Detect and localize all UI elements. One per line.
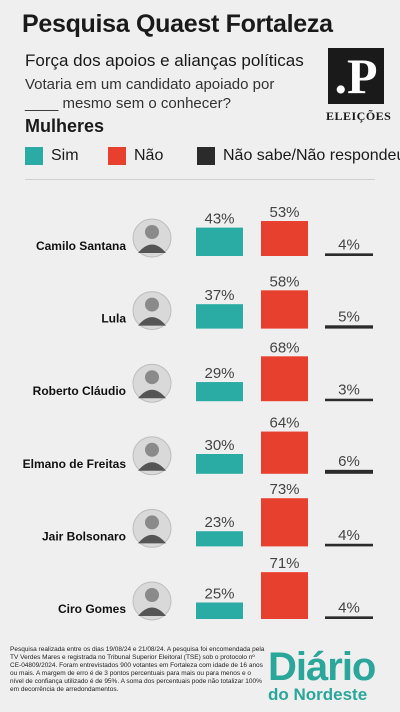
candidate-name-ciro-gomes: Ciro Gomes	[58, 602, 126, 616]
eleicoes-logo: .P ELEIÇÕES	[326, 48, 392, 124]
brand-logo: Diário do Nordeste	[268, 645, 393, 704]
candidate-photo-ciro-gomes	[132, 581, 172, 621]
value-label-lula-2: 5%	[338, 308, 360, 325]
bar-jair-bolsonaro-1	[261, 498, 308, 547]
value-label-camilo-santana-1: 53%	[269, 204, 299, 221]
value-label-jair-bolsonaro-0: 23%	[204, 514, 234, 531]
brand-line-2: do Nordeste	[268, 685, 368, 704]
value-label-elmano-de-freitas-2: 6%	[338, 453, 360, 470]
page-subtitle: Força dos apoios e alianças políticas	[25, 51, 304, 70]
segment-label: Mulheres	[25, 116, 105, 136]
candidate-photo-lula	[132, 291, 172, 331]
candidate-name-roberto-claudio: Roberto Cláudio	[33, 384, 126, 398]
legend-item-sim: Sim	[25, 147, 79, 165]
legend-item-nsnr: Não sabe/Não respondeu	[197, 147, 400, 165]
bar-lula-2	[325, 325, 373, 329]
bar-ciro-gomes-0	[196, 602, 243, 619]
candidate-name-camilo-santana: Camilo Santana	[36, 239, 126, 253]
value-label-lula-1: 58%	[269, 273, 299, 290]
candidate-name-jair-bolsonaro: Jair Bolsonaro	[42, 529, 126, 543]
candidate-photo-elmano-de-freitas	[132, 436, 172, 476]
candidate-photo-camilo-santana	[132, 218, 172, 258]
candidate-name-lula: Lula	[101, 312, 126, 326]
value-label-ciro-gomes-0: 25%	[204, 586, 234, 603]
bar-jair-bolsonaro-0	[196, 531, 243, 547]
footnote: Pesquisa realizada entre os dias 19/08/2…	[10, 646, 265, 693]
bar-roberto-claudio-1	[261, 356, 308, 402]
value-label-ciro-gomes-2: 4%	[338, 599, 360, 616]
bar-elmano-de-freitas-2	[325, 469, 373, 474]
bar-roberto-claudio-0	[196, 382, 243, 402]
bar-ciro-gomes-1	[261, 572, 308, 619]
logo-letter: .P	[334, 48, 378, 104]
legend-label-sim: Sim	[51, 147, 79, 164]
legend: Sim Não Não sabe/Não respondeu	[25, 147, 400, 169]
bar-roberto-claudio-2	[325, 398, 373, 402]
candidate-photo-jair-bolsonaro	[132, 508, 172, 548]
value-label-elmano-de-freitas-1: 64%	[269, 415, 299, 432]
value-label-roberto-claudio-1: 68%	[269, 339, 299, 356]
value-label-jair-bolsonaro-1: 73%	[269, 481, 299, 498]
divider	[25, 179, 375, 180]
value-label-camilo-santana-2: 4%	[338, 236, 360, 253]
value-label-lula-0: 37%	[204, 287, 234, 304]
logo-caption: ELEIÇÕES	[326, 109, 392, 123]
bar-chart: Camilo Santana 43% 53% 4% Lula 37% 58% 5% Robert…	[23, 204, 373, 621]
legend-item-nao: Não	[108, 147, 163, 165]
candidate-photo-roberto-claudio	[132, 363, 172, 403]
bar-camilo-santana-1	[261, 221, 308, 256]
value-label-jair-bolsonaro-2: 4%	[338, 527, 360, 544]
page-title: Pesquisa Quaest Fortaleza	[22, 10, 333, 38]
bar-jair-bolsonaro-2	[325, 543, 373, 547]
brand-line-1: Diário	[268, 645, 376, 689]
legend-label-nao: Não	[134, 147, 164, 164]
bar-camilo-santana-0	[196, 227, 243, 256]
value-label-roberto-claudio-2: 3%	[338, 382, 360, 399]
legend-swatch-nsnr	[197, 147, 215, 165]
value-label-roberto-claudio-0: 29%	[204, 365, 234, 382]
value-label-camilo-santana-0: 43%	[204, 211, 234, 228]
candidate-name-elmano-de-freitas: Elmano de Freitas	[23, 457, 127, 471]
bar-camilo-santana-2	[325, 253, 373, 256]
bar-lula-1	[261, 290, 308, 329]
legend-swatch-sim	[25, 147, 43, 165]
bar-elmano-de-freitas-0	[196, 454, 243, 474]
bar-elmano-de-freitas-1	[261, 431, 308, 474]
logo-box	[328, 48, 384, 104]
value-label-ciro-gomes-1: 71%	[269, 555, 299, 572]
bar-lula-0	[196, 304, 243, 329]
bar-ciro-gomes-2	[325, 616, 373, 619]
legend-label-nsnr: Não sabe/Não respondeu	[223, 147, 400, 164]
legend-swatch-nao	[108, 147, 126, 165]
value-label-elmano-de-freitas-0: 30%	[204, 437, 234, 454]
survey-question: Votaria em um candidato apoiado por ____…	[25, 76, 275, 112]
